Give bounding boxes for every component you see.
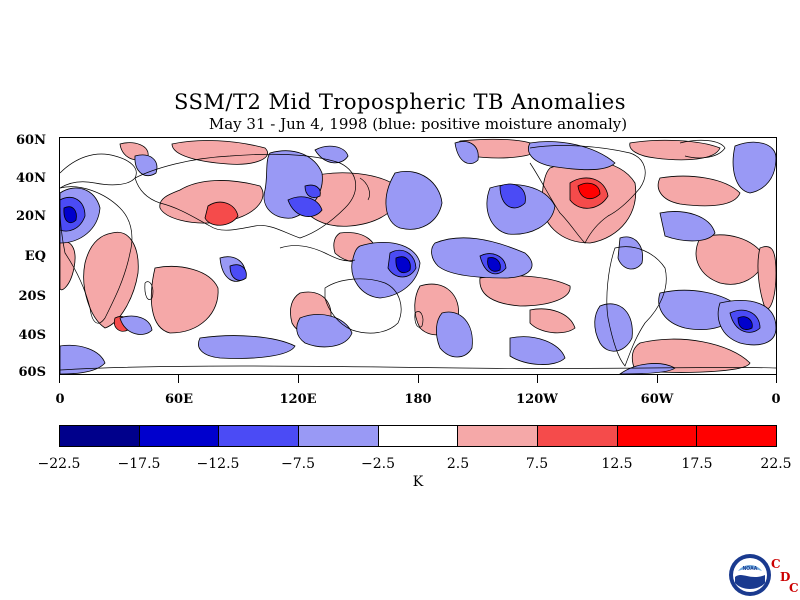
anomaly-region bbox=[204, 201, 239, 226]
lon-tick bbox=[537, 375, 538, 383]
anomaly-region bbox=[454, 141, 479, 164]
anomaly-region bbox=[63, 206, 77, 224]
lat-label-20s: 20S bbox=[18, 289, 46, 304]
color-scale-label: 2.5 bbox=[446, 456, 470, 472]
anomaly-region bbox=[119, 315, 153, 335]
lon-tick bbox=[657, 375, 658, 383]
lon-tick bbox=[418, 375, 419, 383]
anomaly-map-canvas bbox=[60, 138, 776, 374]
anomaly-region bbox=[287, 196, 323, 217]
coastline-australia bbox=[324, 278, 402, 334]
coastlines bbox=[60, 139, 776, 371]
anomaly-region bbox=[60, 344, 106, 374]
anomaly-region bbox=[385, 171, 443, 230]
anomaly-region bbox=[479, 275, 571, 307]
cdc-letter: D bbox=[780, 570, 791, 584]
anomaly-region bbox=[577, 182, 601, 200]
anomaly-region bbox=[629, 139, 721, 161]
color-scale-label: 7.5 bbox=[525, 456, 549, 472]
anomaly-region bbox=[594, 303, 633, 352]
lon-label-0-east: 0 bbox=[771, 392, 781, 407]
color-scale-units: K bbox=[412, 474, 424, 490]
cdc-letter: C bbox=[771, 557, 781, 571]
color-scale-cell bbox=[458, 426, 539, 446]
coastline-asia bbox=[134, 153, 356, 239]
anomaly-region bbox=[296, 314, 353, 348]
anomaly-region bbox=[529, 308, 576, 334]
coastline-japan bbox=[359, 177, 370, 201]
anomaly-region bbox=[657, 175, 741, 207]
color-scale-label: −7.5 bbox=[281, 456, 315, 472]
color-scale-label: 17.5 bbox=[681, 456, 713, 472]
noaa-logo-text: NOAA bbox=[743, 566, 758, 572]
lat-label-eq: EQ bbox=[24, 249, 46, 264]
color-scale-label: −2.5 bbox=[361, 456, 395, 472]
anomaly-region bbox=[134, 154, 158, 177]
anomaly-region bbox=[528, 141, 616, 171]
anomaly-region bbox=[509, 336, 566, 365]
color-scale-cell bbox=[139, 426, 220, 446]
negative-anomaly-max bbox=[63, 206, 753, 330]
color-scale-cell bbox=[378, 426, 459, 446]
anomaly-region bbox=[229, 264, 247, 281]
anomaly-region bbox=[83, 231, 139, 329]
color-scale-cell bbox=[60, 426, 140, 446]
lon-label-180: 180 bbox=[404, 392, 432, 407]
anomaly-region bbox=[732, 141, 776, 194]
lon-label-60w: 60W bbox=[640, 392, 674, 407]
page-title: SSM/T2 Mid Tropospheric TB Anomalies bbox=[173, 90, 627, 114]
color-scale-label: 12.5 bbox=[601, 456, 633, 472]
coastline-indonesia bbox=[279, 245, 356, 262]
color-scale-cell bbox=[219, 426, 300, 446]
anomaly-region bbox=[198, 335, 296, 359]
lon-tick bbox=[59, 375, 60, 383]
coastline-antarctica bbox=[60, 365, 776, 371]
anomaly-region bbox=[304, 184, 321, 198]
anomaly-map bbox=[59, 137, 777, 375]
lon-tick bbox=[298, 375, 299, 383]
coastline-north-america bbox=[529, 145, 646, 244]
anomaly-region bbox=[395, 256, 411, 274]
lon-label-120e: 120E bbox=[279, 392, 317, 407]
coastline-europe bbox=[60, 153, 137, 189]
coastline-new-zealand bbox=[414, 311, 424, 328]
lat-label-40n: 40N bbox=[16, 171, 46, 186]
color-scale-label: −17.5 bbox=[117, 456, 161, 472]
cdc-letter: C bbox=[789, 581, 799, 595]
anomaly-region bbox=[737, 316, 753, 330]
anomaly-region bbox=[171, 140, 268, 165]
coastline-south-america bbox=[606, 246, 667, 367]
color-scale-label: −12.5 bbox=[196, 456, 240, 472]
lon-label-120w: 120W bbox=[516, 392, 558, 407]
color-scale-cell bbox=[538, 426, 618, 446]
page-subtitle: May 31 - Jun 4, 1998 (blue: positive moi… bbox=[208, 115, 628, 133]
anomaly-region bbox=[487, 257, 501, 272]
lat-label-20n: 20N bbox=[16, 209, 46, 224]
anomaly-region bbox=[695, 234, 766, 285]
color-scale-bar bbox=[59, 425, 777, 447]
color-scale-cell bbox=[299, 426, 379, 446]
anomaly-region bbox=[659, 211, 716, 242]
anomaly-region bbox=[150, 266, 219, 334]
anomaly-region bbox=[617, 236, 643, 270]
coastline-madagascar bbox=[144, 281, 154, 300]
lon-tick bbox=[178, 375, 179, 383]
anomaly-region bbox=[499, 183, 526, 209]
lon-label-60e: 60E bbox=[165, 392, 193, 407]
lat-label-40s: 40S bbox=[18, 328, 46, 343]
color-scale-cell bbox=[697, 426, 777, 446]
anomaly-region bbox=[757, 246, 776, 310]
lon-label-0: 0 bbox=[55, 392, 65, 407]
color-scale-label: 22.5 bbox=[760, 456, 792, 472]
anomaly-region bbox=[436, 311, 473, 358]
lat-label-60n: 60N bbox=[16, 133, 46, 148]
lon-tick bbox=[776, 375, 777, 383]
coastline-greenland bbox=[679, 139, 726, 159]
lat-label-60s: 60S bbox=[18, 365, 46, 380]
color-scale-cell bbox=[617, 426, 698, 446]
noaa-logo[interactable]: NOAA bbox=[728, 553, 772, 597]
color-scale-label: −22.5 bbox=[37, 456, 81, 472]
positive-anomaly-max bbox=[577, 182, 601, 200]
coastline-africa bbox=[60, 186, 133, 324]
